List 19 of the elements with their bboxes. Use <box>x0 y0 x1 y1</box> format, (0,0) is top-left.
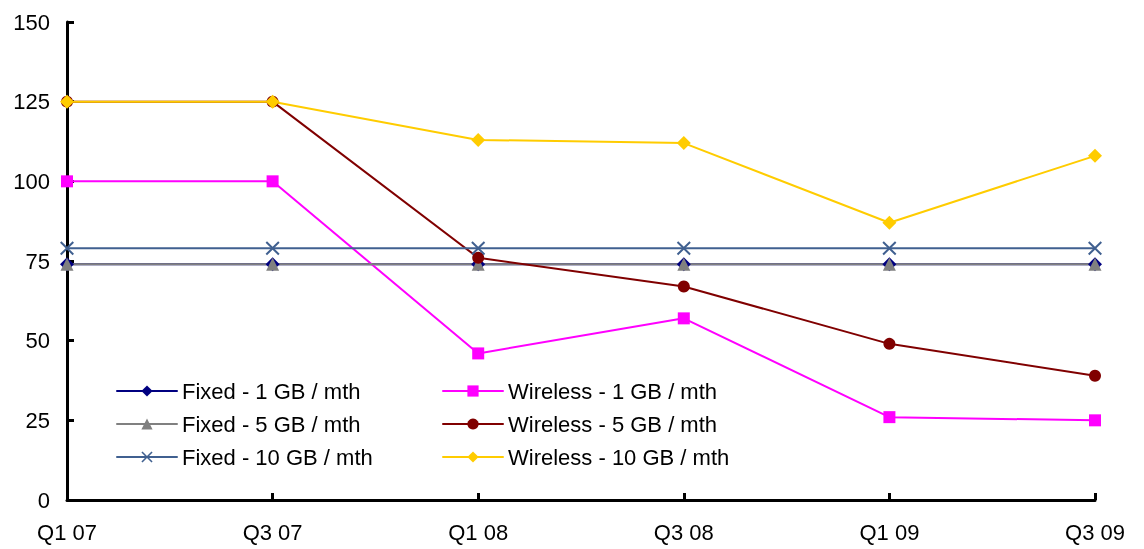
y-tick-label: 75 <box>25 248 50 274</box>
legend-label: Fixed - 1 GB / mth <box>182 378 361 404</box>
y-tick-label: 150 <box>13 9 50 35</box>
y-tick-label: 125 <box>13 89 50 115</box>
x-tick-label: Q1 08 <box>448 519 509 545</box>
y-tick-label: 100 <box>13 168 50 194</box>
x-tick-label: Q3 09 <box>1065 519 1125 545</box>
legend-label: Wireless - 1 GB / mth <box>508 378 718 404</box>
y-tick-label: 0 <box>37 487 50 513</box>
legend-label: Wireless - 10 GB / mth <box>508 444 730 470</box>
legend-label: Fixed - 10 GB / mth <box>182 444 373 470</box>
x-tick-label: Q1 09 <box>859 519 920 545</box>
x-tick-label: Q1 07 <box>37 519 97 545</box>
x-tick-label: Q3 07 <box>242 519 303 545</box>
legend-label: Fixed - 5 GB / mth <box>182 411 361 437</box>
y-tick-label: 25 <box>25 407 50 433</box>
x-tick-label: Q3 08 <box>653 519 714 545</box>
legend-label: Wireless - 5 GB / mth <box>508 411 718 437</box>
y-tick-label: 50 <box>25 328 50 354</box>
